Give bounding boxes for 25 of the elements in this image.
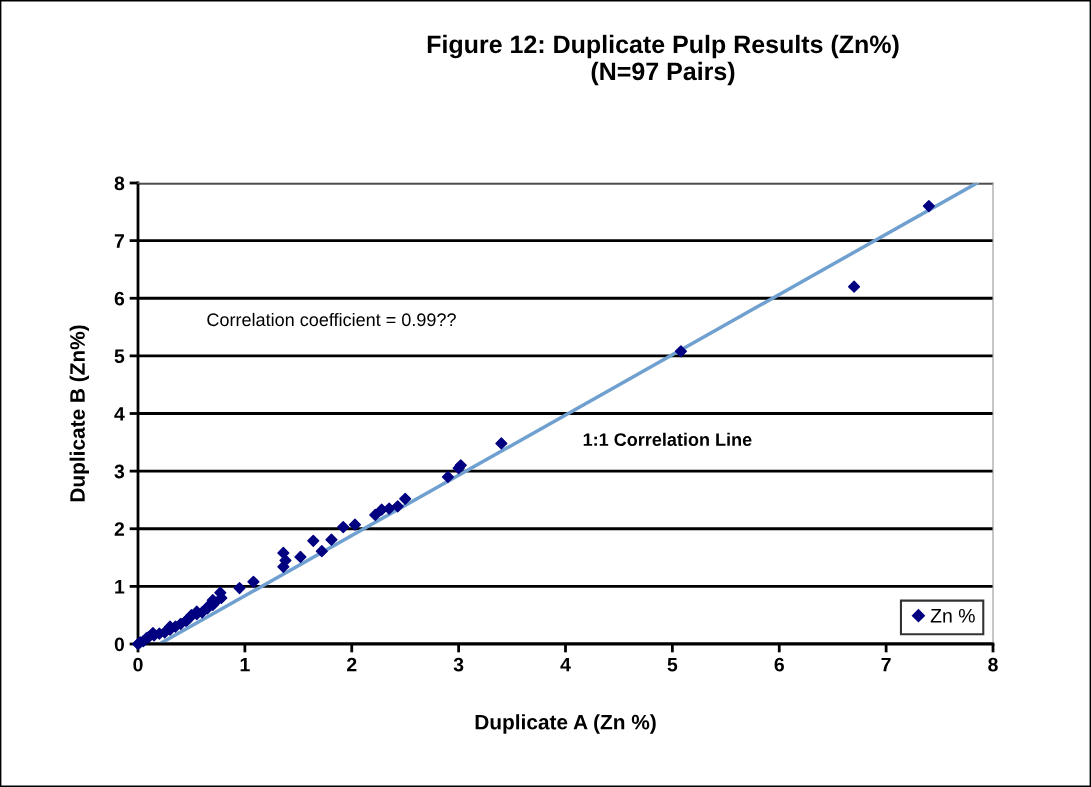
x-tick-label: 1: [240, 657, 250, 672]
y-tick-label: 5: [114, 349, 125, 364]
y-tick-label: 4: [114, 407, 125, 421]
x-tick-label: 5: [667, 657, 678, 672]
y-axis-title: Duplicate B (Zn%): [69, 325, 89, 502]
y-tick-label: 0: [114, 637, 125, 652]
y-tick-label: 7: [114, 234, 124, 248]
x-tick-label: 2: [347, 657, 357, 672]
x-tick-label: 8: [988, 657, 998, 672]
x-tick-label: 7: [881, 657, 891, 672]
legend-label: Zn %: [930, 608, 975, 623]
annotation: Correlation coefficient = 0.99??: [207, 312, 456, 327]
y-tick-label: 1: [115, 580, 125, 594]
x-tick-label: 0: [133, 657, 143, 672]
chart-title: Figure 12: Duplicate Pulp Results (Zn%): [427, 34, 899, 59]
y-tick-label: 8: [114, 176, 125, 191]
y-tick-label: 2: [114, 522, 125, 536]
x-tick-label: 6: [774, 657, 784, 672]
y-tick-label: 3: [114, 464, 125, 479]
y-tick-label: 6: [114, 291, 125, 306]
x-tick-label: 4: [560, 657, 571, 672]
chart-subtitle: (N=97 Pairs): [591, 61, 735, 86]
x-axis-title: Duplicate A (Zn %): [475, 714, 656, 734]
x-tick-label: 3: [453, 657, 464, 672]
annotation: 1:1 Correlation Line: [583, 432, 752, 447]
